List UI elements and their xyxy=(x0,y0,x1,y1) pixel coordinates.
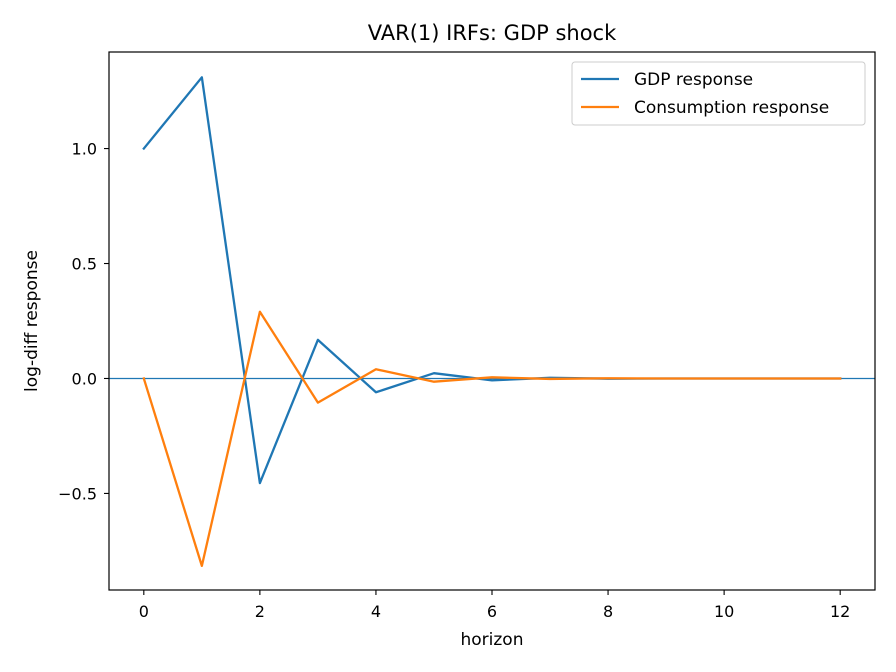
legend: GDP response Consumption response xyxy=(571,61,866,126)
plot-area xyxy=(109,76,875,568)
x-tick-label: 6 xyxy=(487,602,497,621)
x-tick-label: 10 xyxy=(714,602,734,621)
y-tick-label: 1.0 xyxy=(72,140,97,159)
legend-box xyxy=(571,61,866,126)
chart-title: VAR(1) IRFs: GDP shock xyxy=(368,21,617,45)
x-tick-label: 0 xyxy=(139,602,149,621)
y-tick-label: 0.5 xyxy=(72,255,97,274)
x-tick-label: 8 xyxy=(603,602,613,621)
axes: 0 2 4 6 8 10 12 −0.5 0.0 0.5 1.0 xyxy=(58,51,876,621)
y-tick-label: −0.5 xyxy=(58,484,97,503)
legend-entry-label: Consumption response xyxy=(634,98,829,118)
x-tick-label: 12 xyxy=(830,602,850,621)
y-tick-label: 0.0 xyxy=(72,369,97,388)
x-tick-label: 2 xyxy=(255,602,265,621)
x-axis-label: horizon xyxy=(461,630,524,650)
legend-entry-label: GDP response xyxy=(634,70,753,90)
x-tick-label: 4 xyxy=(371,602,381,621)
y-axis-label: log-diff response xyxy=(22,250,42,392)
series-line-consumption-response xyxy=(142,310,842,568)
